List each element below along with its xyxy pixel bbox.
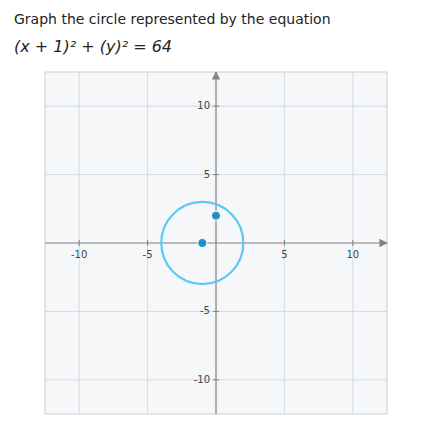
y-tick-label: 10 (197, 100, 210, 111)
y-tick (213, 311, 219, 312)
x-tick-label: 10 (346, 249, 359, 260)
x-tick (352, 240, 353, 246)
x-tick (147, 240, 148, 246)
point (212, 211, 221, 220)
y-tick (213, 174, 219, 175)
y-tick-label: -5 (200, 305, 210, 316)
y-axis (215, 72, 216, 414)
title: Graph the circle represented by the equa… (14, 11, 331, 27)
grid-line-x (352, 72, 353, 414)
x-tick-label: 5 (281, 249, 287, 260)
x-tick-label: -10 (71, 249, 87, 260)
plot-frame (45, 72, 387, 414)
y-tick (213, 106, 219, 107)
grid-line-x (284, 72, 285, 414)
subtitle: (x + 1)² + (y)² = 64 (14, 37, 172, 56)
grid-line-x (147, 72, 148, 414)
grid-line-y (45, 311, 387, 312)
x-tick (79, 240, 80, 246)
y-tick (213, 379, 219, 380)
grid-line-y (45, 106, 387, 107)
plot-marks (161, 202, 243, 284)
y-tick-label: -10 (194, 374, 210, 385)
y-tick-label: 5 (204, 169, 210, 180)
point (198, 239, 207, 248)
grid-line-y (45, 174, 387, 175)
chart: Graph the circle represented by the equa… (0, 0, 432, 430)
circle (161, 202, 243, 284)
x-tick-label: -5 (143, 249, 153, 260)
grid-line-y (45, 379, 387, 380)
x-tick (284, 240, 285, 246)
grid-line-x (79, 72, 80, 414)
